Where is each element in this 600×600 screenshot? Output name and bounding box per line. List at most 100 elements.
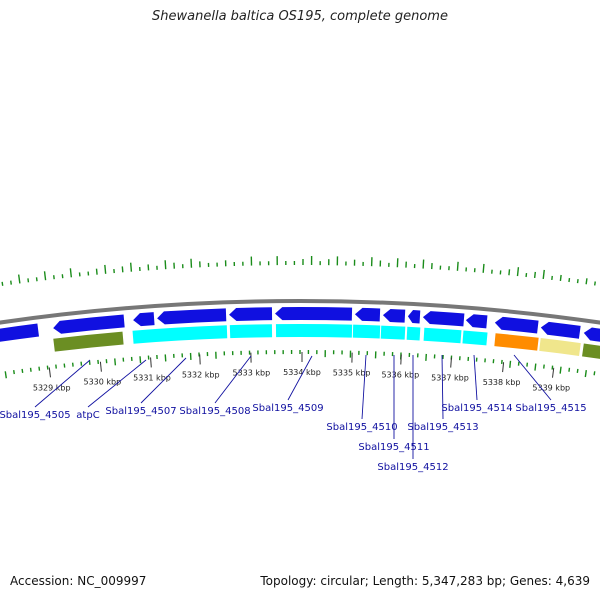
- gc-tick: [17, 274, 21, 284]
- gc-skew-tick: [13, 369, 15, 375]
- gc-skew-tick: [29, 367, 32, 372]
- scale-label: 5335 kbp: [333, 369, 371, 378]
- gc-tick: [516, 267, 520, 277]
- forward-cds-0[interactable]: [0, 323, 40, 344]
- gc-tick: [104, 264, 107, 274]
- accession-text: Accession: NC_009997: [10, 574, 147, 588]
- gc-tick: [542, 269, 545, 279]
- gc-skew-tick: [534, 363, 537, 371]
- gene-label-sbal195-4515[interactable]: Sbal195_4515: [515, 403, 586, 414]
- gc-skew-tick: [38, 366, 41, 371]
- gene-leader-line: [513, 354, 552, 401]
- gc-tick: [164, 260, 167, 270]
- forward-cds-4[interactable]: [229, 307, 273, 321]
- gene-leader-line: [361, 354, 367, 420]
- gc-skew-tick: [584, 369, 587, 378]
- gene-label-sbal195-4512[interactable]: Sbal195_4512: [377, 462, 448, 473]
- reverse-cds-1[interactable]: [132, 325, 228, 344]
- reverse-cds-11[interactable]: [582, 343, 600, 361]
- gc-tick: [568, 277, 571, 283]
- kbp-scale: 5329 kbp 5330 kbp 5331 kbp 5332 kbp 5333 kbp…: [33, 352, 570, 393]
- forward-cds-11[interactable]: [494, 316, 539, 334]
- scale-label: 5332 kbp: [182, 370, 220, 379]
- gc-skew-tick: [576, 368, 579, 373]
- forward-cds-8[interactable]: [407, 310, 421, 324]
- gene-label-sbal195-4513[interactable]: Sbal195_4513: [407, 422, 478, 433]
- reverse-cds-0[interactable]: [53, 331, 124, 352]
- gene-leader-line: [34, 359, 91, 408]
- gc-skew-tick: [114, 358, 117, 366]
- gc-tick: [27, 278, 30, 283]
- gc-skew-tick: [21, 368, 24, 373]
- gc-skew-tick: [593, 371, 596, 376]
- scale-label: 5338 kbp: [483, 378, 521, 387]
- gene-leader-line: [473, 354, 478, 401]
- gene-leader-line: [441, 354, 444, 420]
- gene-label-sbal195-4514[interactable]: Sbal195_4514: [441, 403, 512, 414]
- gc-skew-tick: [509, 360, 512, 368]
- forward-cds-6[interactable]: [354, 307, 381, 322]
- scale-label: 5329 kbp: [33, 383, 71, 392]
- gene-label-sbal195-4509[interactable]: Sbal195_4509: [252, 403, 323, 414]
- reverse-cds-4[interactable]: [352, 324, 381, 339]
- reverse-cds-8[interactable]: [462, 330, 488, 346]
- gene-label-sbal195-4511[interactable]: Sbal195_4511: [358, 442, 429, 453]
- page-title: Shewanella baltica OS195, complete genom…: [152, 9, 448, 24]
- gc-content-track-outer: [1, 256, 596, 286]
- gc-tick: [508, 269, 511, 276]
- forward-cds-2[interactable]: [133, 312, 155, 327]
- gc-tick: [533, 271, 537, 279]
- gc-tick: [422, 259, 425, 269]
- gc-tick: [69, 268, 73, 278]
- reverse-cds-5[interactable]: [380, 325, 406, 340]
- reverse-cds-track: [53, 323, 600, 361]
- reverse-cds-7[interactable]: [423, 327, 462, 344]
- gc-tick: [576, 279, 579, 284]
- gene-label-sbal195-4507[interactable]: Sbal195_4507: [105, 406, 176, 417]
- gc-tick: [585, 278, 588, 285]
- genome-backbone: [0, 299, 600, 325]
- forward-cds-5[interactable]: [275, 307, 353, 321]
- gene-label-atpc[interactable]: atpC: [76, 410, 99, 421]
- scale-label: 5337 kbp: [431, 374, 469, 383]
- scale-tick: [99, 361, 102, 372]
- gene-label-sbal195-4505[interactable]: Sbal195_4505: [0, 410, 71, 421]
- gc-tick: [129, 262, 133, 272]
- scale-label: 5333 kbp: [232, 369, 270, 378]
- scale-label: 5331 kbp: [133, 373, 171, 382]
- gc-skew-track-inner: [4, 350, 596, 379]
- gene-leader-line: [214, 355, 252, 404]
- forward-cds-7[interactable]: [382, 308, 406, 323]
- forward-cds-9[interactable]: [422, 311, 465, 327]
- gc-tick: [43, 271, 47, 281]
- forward-cds-track: [0, 307, 600, 344]
- forward-cds-13[interactable]: [583, 327, 600, 344]
- reverse-cds-6[interactable]: [406, 326, 421, 341]
- forward-cds-3[interactable]: [157, 308, 227, 325]
- scale-tick: [552, 367, 555, 378]
- gc-tick: [10, 280, 12, 285]
- forward-cds-12[interactable]: [540, 321, 581, 339]
- scale-tick: [502, 362, 505, 373]
- gc-skew-tick: [4, 371, 7, 379]
- gc-tick: [559, 274, 562, 282]
- gene-label-sbal195-4508[interactable]: Sbal195_4508: [179, 406, 250, 417]
- genome-summary-text: Topology: circular; Length: 5,347,283 bp…: [260, 574, 590, 588]
- scale-tick: [150, 357, 152, 368]
- forward-cds-10[interactable]: [465, 314, 488, 329]
- reverse-cds-2[interactable]: [229, 324, 273, 339]
- gene-leader-line: [87, 359, 147, 408]
- reverse-cds-9[interactable]: [494, 333, 539, 351]
- gene-leader-line: [140, 357, 187, 404]
- forward-cds-1[interactable]: [53, 314, 125, 334]
- gc-tick: [95, 268, 98, 275]
- gc-tick: [456, 261, 459, 271]
- scale-label: 5336 kbp: [381, 370, 419, 379]
- scale-tick: [450, 357, 452, 368]
- reverse-cds-10[interactable]: [539, 338, 581, 356]
- reverse-cds-3[interactable]: [275, 323, 353, 338]
- gc-tick: [1, 281, 4, 286]
- scale-label: 5330 kbp: [84, 378, 122, 387]
- gene-label-sbal195-4510[interactable]: Sbal195_4510: [326, 422, 397, 433]
